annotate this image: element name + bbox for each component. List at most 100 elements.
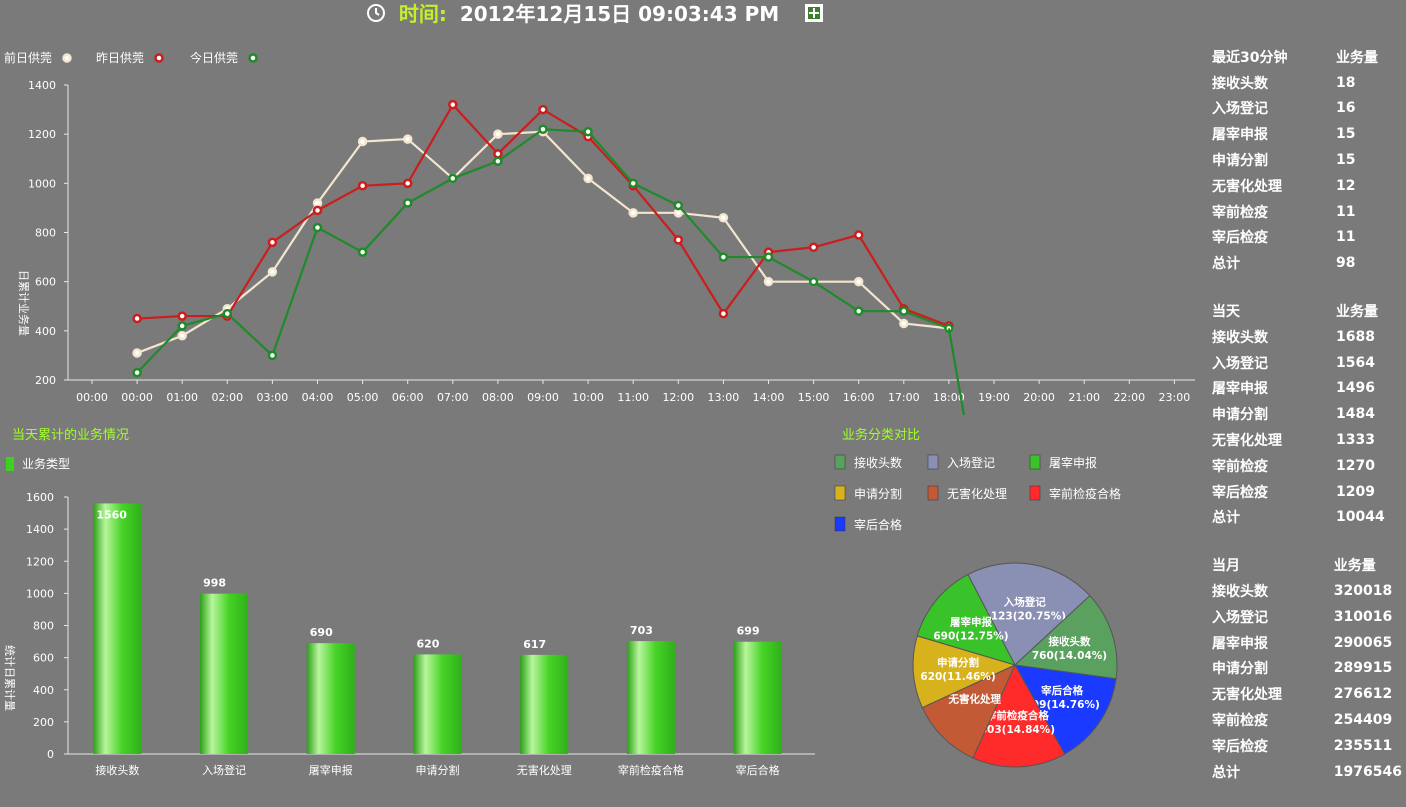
data-point[interactable] <box>493 129 503 139</box>
pie-slice[interactable] <box>921 663 1017 759</box>
data-point[interactable] <box>718 252 729 262</box>
data-point[interactable] <box>312 205 323 216</box>
stats-today: 当天 业务量 接收头数 1688 入场登记 1564 屠宰申报 1496 申请分割 14… <box>1212 298 1402 530</box>
row-label: 总计 <box>1212 256 1240 273</box>
data-point[interactable] <box>493 156 503 166</box>
row-value: 235511 <box>1333 737 1393 754</box>
bar[interactable] <box>413 654 462 754</box>
legend-item: 接收头数 <box>834 454 902 470</box>
data-point[interactable] <box>357 136 368 147</box>
table-header-row: 当天 业务量 <box>1212 298 1402 324</box>
data-point[interactable] <box>763 252 774 262</box>
bar[interactable] <box>733 641 782 754</box>
bar[interactable] <box>306 643 355 754</box>
data-point[interactable] <box>132 313 142 324</box>
data-point[interactable] <box>899 318 909 329</box>
data-point[interactable] <box>267 267 278 277</box>
data-point[interactable] <box>402 178 413 189</box>
data-point[interactable] <box>267 350 278 361</box>
data-point[interactable] <box>899 306 909 316</box>
data-point[interactable] <box>357 247 368 257</box>
bar[interactable] <box>520 654 569 754</box>
data-point[interactable] <box>448 173 458 184</box>
data-point[interactable] <box>177 321 187 331</box>
data-point[interactable] <box>853 306 864 316</box>
data-point[interactable] <box>357 181 368 191</box>
data-point[interactable] <box>853 276 864 287</box>
table-row: 入场登记 16 <box>1212 96 1402 122</box>
data-point[interactable] <box>583 126 593 137</box>
x-tick-label: 00:00 <box>76 391 108 404</box>
pie-slice[interactable] <box>912 635 1017 709</box>
legend-swatch <box>927 454 939 470</box>
data-point[interactable] <box>493 149 503 159</box>
data-point[interactable] <box>538 104 548 115</box>
data-point[interactable] <box>673 200 684 211</box>
data-point[interactable] <box>402 134 413 144</box>
pie-slice-label: 无害化处理 <box>947 693 1001 706</box>
table-row: 接收头数 1688 <box>1212 324 1402 350</box>
pie-slice[interactable] <box>1014 664 1117 755</box>
data-point[interactable] <box>763 276 774 287</box>
bar[interactable] <box>93 503 142 754</box>
bar-data-label: 699 <box>737 625 760 638</box>
data-point[interactable] <box>808 276 819 287</box>
bar[interactable] <box>626 641 675 754</box>
series-path <box>136 128 950 374</box>
bar-data-label: 620 <box>417 637 440 650</box>
data-point[interactable] <box>538 124 548 134</box>
data-point[interactable] <box>177 311 187 321</box>
bar-chart-legend-swatch <box>6 457 14 471</box>
data-point[interactable] <box>448 99 458 110</box>
pie-slice[interactable] <box>1013 594 1118 680</box>
data-point[interactable] <box>853 230 864 240</box>
row-label: 入场登记 <box>1212 355 1268 372</box>
pie-slice-value: 1123(20.75%) <box>983 611 1066 623</box>
bar-chart-legend-label: 业务类型 <box>22 456 70 471</box>
bar-data-label: 998 <box>203 577 226 590</box>
bar-data-label: 617 <box>523 638 546 651</box>
row-label: 无害化处理 <box>1212 178 1282 195</box>
bar[interactable] <box>200 593 249 754</box>
x-tick-label: 宰后合格 <box>736 763 780 777</box>
y-tick-label: 400 <box>33 684 54 697</box>
y-tick-label: 1000 <box>26 587 54 600</box>
pie-slice[interactable] <box>972 663 1066 768</box>
data-point[interactable] <box>177 331 187 341</box>
data-point[interactable] <box>583 173 593 184</box>
pie-slice[interactable] <box>967 562 1091 666</box>
data-point[interactable] <box>312 222 323 233</box>
legend-swatch <box>834 516 846 532</box>
data-point[interactable] <box>718 308 729 319</box>
bar-group: 998 入场登记 <box>200 577 249 777</box>
row-value: 320018 <box>1333 583 1393 600</box>
data-point[interactable] <box>673 235 684 245</box>
row-value: 12 <box>1336 177 1356 194</box>
table-row: 入场登记 1564 <box>1212 350 1402 376</box>
data-point[interactable] <box>132 367 142 378</box>
data-point[interactable] <box>402 198 413 208</box>
data-point[interactable] <box>312 198 323 208</box>
bar-data-label: 1560 <box>96 508 127 521</box>
data-point[interactable] <box>132 348 142 358</box>
row-label: 接收头数 <box>1212 584 1268 601</box>
data-point[interactable] <box>628 208 638 218</box>
row-value: 16 <box>1336 100 1356 117</box>
data-point[interactable] <box>718 213 729 223</box>
legend-label: 屠宰申报 <box>1049 455 1097 470</box>
table-row: 总计 98 <box>1212 250 1402 276</box>
table-header-volume: 业务量 <box>1336 304 1378 321</box>
row-value: 1496 <box>1336 380 1375 397</box>
time-label: 时间: <box>398 2 447 26</box>
x-tick-label: 00:00 <box>121 391 153 404</box>
row-label: 接收头数 <box>1212 329 1268 346</box>
data-point[interactable] <box>628 178 638 189</box>
data-point[interactable] <box>673 208 684 218</box>
row-value: 254409 <box>1333 712 1393 729</box>
data-point[interactable] <box>808 242 819 252</box>
pie-slice[interactable] <box>916 573 1016 666</box>
data-point[interactable] <box>267 237 278 248</box>
data-point[interactable] <box>222 308 233 319</box>
fullscreen-icon[interactable] <box>804 2 824 30</box>
x-tick-label: 17:00 <box>888 391 920 404</box>
